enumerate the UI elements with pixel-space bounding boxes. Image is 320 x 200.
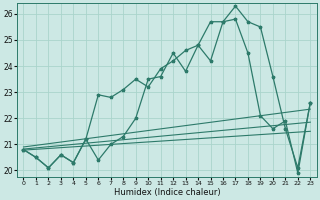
X-axis label: Humidex (Indice chaleur): Humidex (Indice chaleur) xyxy=(114,188,220,197)
